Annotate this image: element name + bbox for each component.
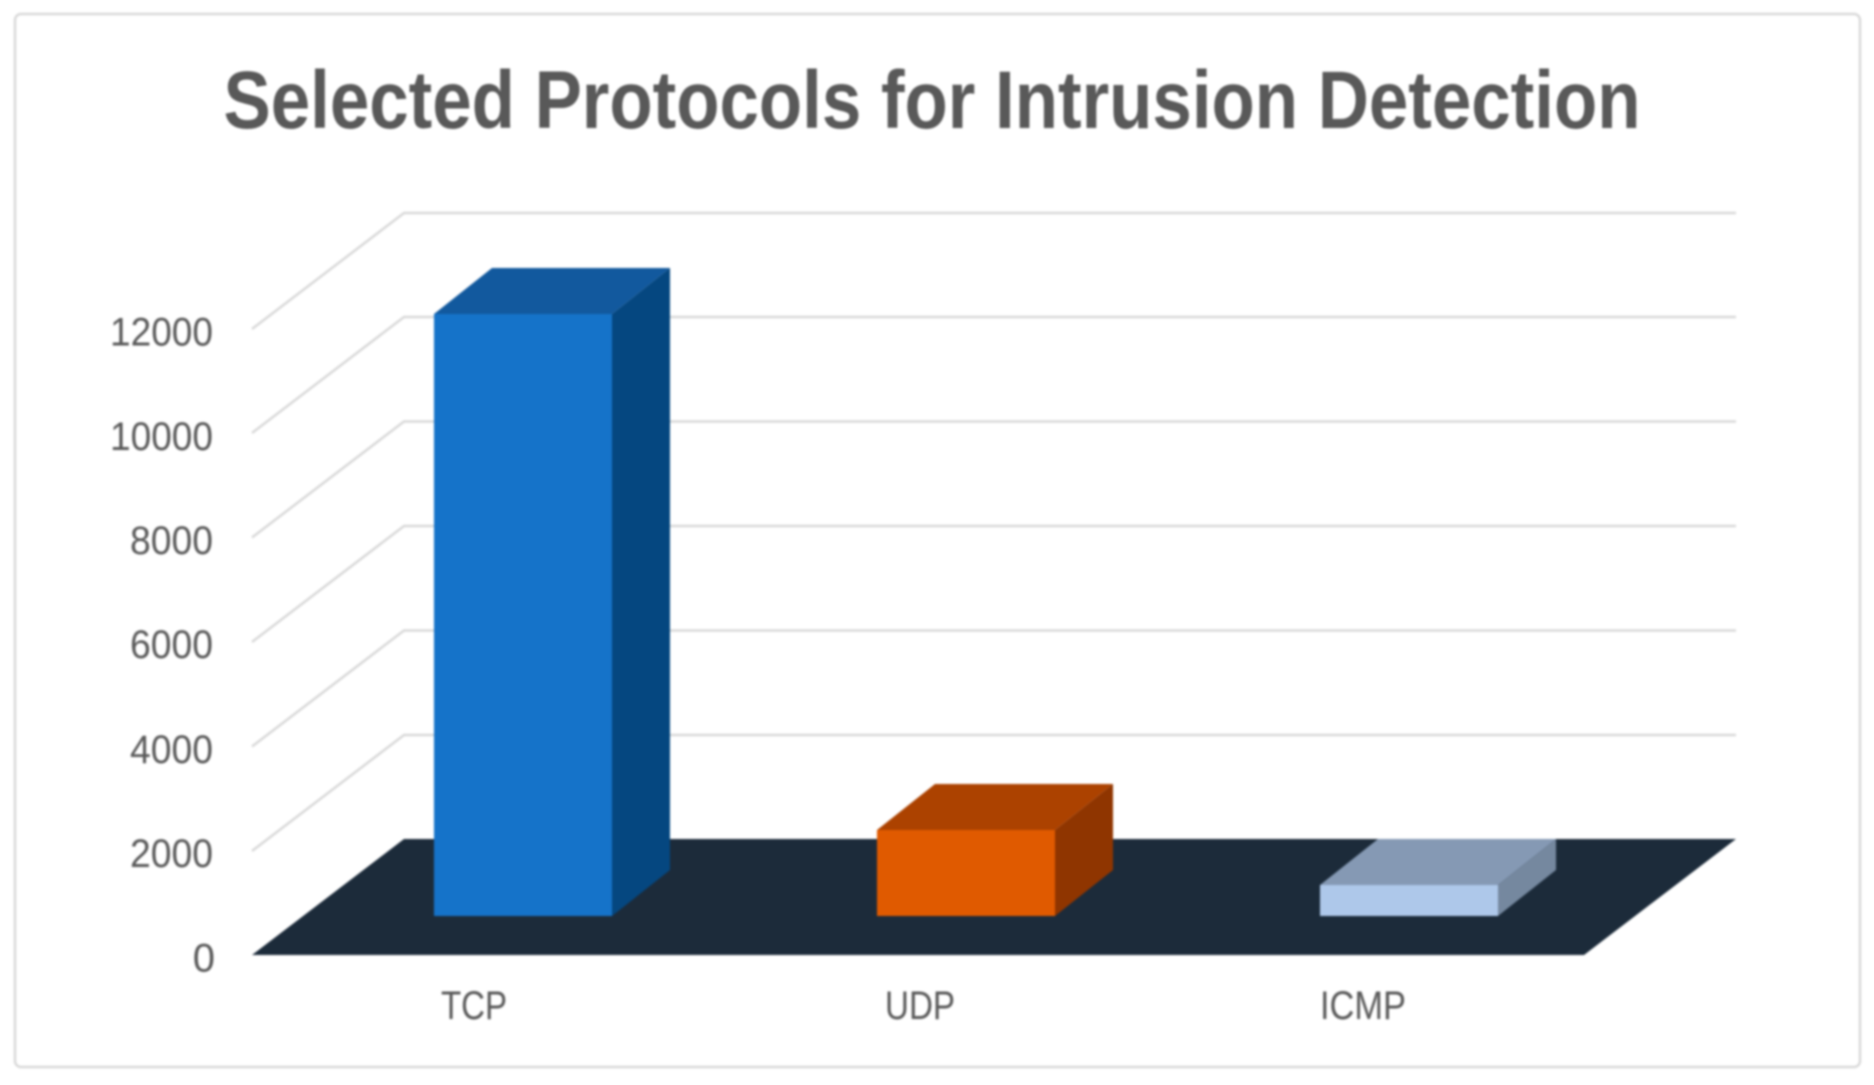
svg-text:TCP: TCP: [441, 984, 507, 1028]
svg-text:Selected Protocols for Intrusi: Selected Protocols for Intrusion Detecti…: [224, 55, 1641, 146]
svg-text:8000: 8000: [130, 519, 213, 563]
svg-text:UDP: UDP: [885, 984, 955, 1028]
svg-text:12000: 12000: [110, 311, 213, 355]
svg-text:ICMP: ICMP: [1320, 984, 1406, 1028]
svg-text:10000: 10000: [110, 415, 213, 459]
svg-text:0: 0: [193, 937, 215, 981]
svg-text:6000: 6000: [130, 623, 213, 667]
svg-text:4000: 4000: [130, 728, 213, 772]
svg-text:2000: 2000: [130, 832, 213, 876]
